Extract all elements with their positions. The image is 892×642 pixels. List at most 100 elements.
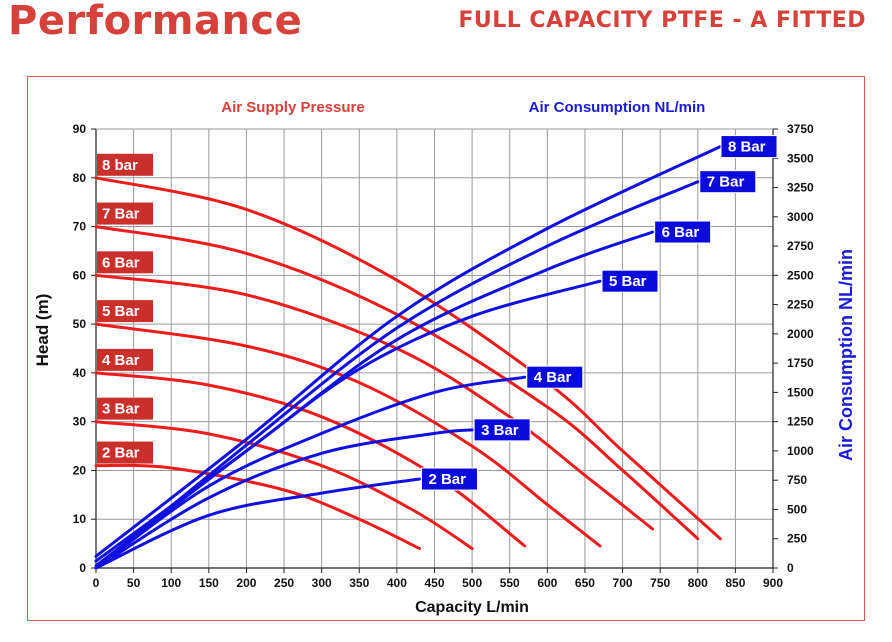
y-axis-label: Head (m): [33, 294, 52, 367]
y2-tick-label: 1250: [787, 415, 814, 429]
x-tick-label: 450: [424, 576, 444, 590]
y2-tick-label: 2500: [787, 268, 814, 282]
head-label-text: 5 Bar: [102, 303, 140, 320]
y2-tick-label: 2750: [787, 239, 814, 253]
head-label-box: [97, 348, 153, 371]
head-label-text: 8 bar: [102, 157, 138, 174]
head-label-text: 4 Bar: [102, 352, 140, 369]
series-labels: 8 bar 7 Bar 6 Bar 5 Bar 4 Bar 3 Bar 2 Bar 8 Bar…: [97, 135, 778, 491]
x-tick-label: 600: [537, 576, 557, 590]
head-label-box: [97, 300, 153, 323]
air-curve-3-bar: [94, 428, 474, 570]
page-title: Performance: [8, 0, 303, 44]
air-label-text: 5 Bar: [609, 273, 647, 290]
y-tick-label: 20: [73, 463, 87, 477]
air-label-box: [473, 418, 531, 442]
y2-tick-label: 3250: [787, 181, 814, 195]
y2-tick-label: 1500: [787, 385, 814, 399]
x-axis-ticks: 0 50 100 150 200 250 300 350 400 450 500 550 600 650 7…: [93, 576, 784, 590]
x-tick-label: 300: [312, 576, 332, 590]
y2-tick-label: 2250: [787, 298, 814, 312]
y2-tick-label: 3000: [787, 210, 814, 224]
y2-tick-label: 1000: [787, 444, 814, 458]
y2-tick-label: 0: [787, 561, 794, 575]
air-curve-8-bar: [94, 145, 722, 558]
x-tick-label: 800: [688, 576, 708, 590]
x-tick-label: 900: [763, 576, 783, 590]
chart-curves: [94, 145, 722, 570]
head-curve-5-bar: [94, 322, 602, 548]
y2-tick-label: 750: [787, 473, 807, 487]
head-curve-6-bar: [94, 273, 655, 531]
air-label-box: [720, 135, 778, 159]
y-tick-label: 90: [73, 122, 87, 136]
air-label-box: [654, 220, 712, 244]
head-label-box: [97, 397, 153, 420]
y-tick-label: 10: [73, 512, 87, 526]
x-tick-label: 650: [575, 576, 595, 590]
head-label-box: [97, 441, 153, 464]
air-label-text: 7 Bar: [707, 174, 745, 191]
x-tick-label: 150: [199, 576, 219, 590]
x-tick-label: 0: [93, 576, 100, 590]
y-axis-ticks: 0 10 20 30 40 50 60 70 80 90: [73, 122, 87, 575]
air-label-text: 4 Bar: [534, 369, 572, 386]
head-label-text: 3 Bar: [102, 401, 140, 418]
head-label-text: 2 Bar: [102, 445, 140, 462]
page-subtitle: FULL CAPACITY PTFE - A FITTED: [458, 8, 866, 33]
x-tick-label: 400: [387, 576, 407, 590]
head-curve-4-bar: [94, 371, 527, 548]
air-label-text: 8 Bar: [728, 139, 766, 156]
y-tick-label: 40: [73, 366, 87, 380]
x-tick-label: 500: [462, 576, 482, 590]
x-axis-label: Capacity L/min: [415, 599, 529, 616]
air-label-box: [420, 467, 478, 491]
y2-tick-label: 250: [787, 532, 807, 546]
y2-tick-label: 500: [787, 502, 807, 516]
x-tick-label: 350: [349, 576, 369, 590]
air-label-text: 3 Bar: [481, 422, 519, 439]
head-curve-3-bar: [94, 420, 474, 550]
y2-tick-label: 2000: [787, 327, 814, 341]
air-curve-5-bar: [94, 279, 602, 568]
y-tick-label: 30: [73, 415, 87, 429]
x-tick-label: 250: [274, 576, 294, 590]
head-curve-2-bar: [94, 463, 421, 550]
x-tick-label: 700: [613, 576, 633, 590]
legend-air-supply-pressure: Air Supply Pressure: [221, 99, 364, 116]
x-tick-label: 50: [127, 576, 141, 590]
air-label-box: [526, 365, 584, 389]
chart-axes: [91, 128, 778, 573]
air-label-text: 6 Bar: [662, 224, 700, 241]
y2-tick-label: 1750: [787, 356, 814, 370]
y-tick-label: 50: [73, 317, 87, 331]
air-label-text: 2 Bar: [428, 471, 466, 488]
y-tick-label: 70: [73, 220, 87, 234]
chart-frame: [27, 76, 865, 621]
air-label-box: [699, 170, 757, 194]
air-curve-4-bar: [94, 375, 527, 570]
head-label-text: 6 Bar: [102, 254, 140, 271]
head-label-text: 7 Bar: [102, 206, 140, 223]
x-tick-label: 750: [650, 576, 670, 590]
x-tick-label: 550: [500, 576, 520, 590]
y2-tick-label: 3500: [787, 151, 814, 165]
x-tick-label: 200: [236, 576, 256, 590]
y2-axis-ticks: 0 250 500 750 1000 1250 1500 1750 2000 2250 2500 27…: [787, 122, 814, 575]
y-tick-label: 0: [79, 561, 86, 575]
head-label-box: [97, 153, 153, 176]
air-label-box: [601, 269, 659, 293]
y-tick-label: 80: [73, 171, 87, 185]
y2-axis-label: Air Consumption NL/min: [836, 249, 856, 461]
legend-air-consumption: Air Consumption NL/min: [529, 99, 706, 116]
x-tick-label: 100: [161, 576, 181, 590]
chart-grid: [95, 128, 774, 569]
y2-tick-label: 3750: [787, 122, 814, 136]
x-tick-label: 850: [725, 576, 745, 590]
head-label-box: [97, 202, 153, 225]
head-curve-7-bar: [94, 225, 700, 541]
head-label-box: [97, 251, 153, 274]
air-curve-2-bar: [94, 477, 421, 570]
y-tick-label: 60: [73, 268, 87, 282]
